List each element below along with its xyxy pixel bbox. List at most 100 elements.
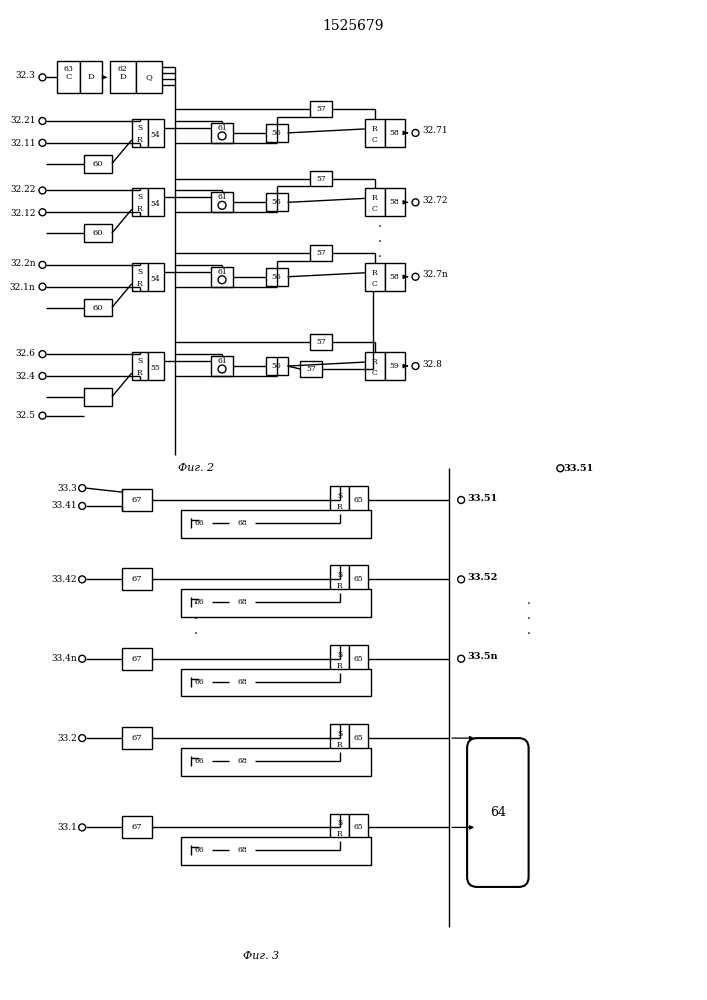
Text: R: R [372,358,378,366]
Text: 54: 54 [151,200,160,208]
Text: 60: 60 [93,304,103,312]
Text: S: S [137,357,142,365]
Text: R: R [137,205,143,213]
Text: 66: 66 [194,598,204,606]
Bar [229,842,255,858]
Text: D: D [119,73,127,81]
Bar [229,674,255,689]
Text: 54: 54 [151,131,160,139]
Bar [182,510,371,538]
Text: 65: 65 [354,734,363,742]
Bar [182,837,371,865]
Bar [310,101,332,117]
Text: 33.52: 33.52 [467,573,498,582]
Bar [310,245,332,261]
Text: S: S [337,571,342,579]
Text: ·
·
·: · · · [527,598,530,641]
Text: R: R [372,125,378,133]
Text: R: R [137,369,143,377]
Text: S: S [337,730,342,738]
Text: 58: 58 [390,129,399,137]
Text: Фиг. 2: Фиг. 2 [178,463,214,473]
Bar [187,674,212,689]
Bar [122,727,151,749]
Text: 33.41: 33.41 [52,501,77,510]
Bar [349,814,368,841]
Text: 32.12: 32.12 [10,209,35,218]
Bar [349,486,368,514]
Bar [266,193,288,211]
Bar [310,334,332,350]
Text: R: R [372,194,378,202]
Text: Q: Q [145,73,152,81]
Text: 61: 61 [217,357,227,365]
Bar [132,119,148,147]
Bar [84,388,112,406]
Bar [84,155,112,173]
FancyBboxPatch shape [467,738,529,887]
Text: 61: 61 [217,193,227,201]
Text: 58: 58 [390,273,399,281]
Text: 67: 67 [132,575,142,583]
Bar [122,489,151,511]
Bar [330,486,349,514]
Text: 33.51: 33.51 [563,464,594,473]
Text: 33.4n: 33.4n [52,654,77,663]
Bar [365,119,385,147]
Bar [330,565,349,593]
Text: 60: 60 [93,229,103,237]
Bar [132,188,148,216]
Text: C: C [372,205,378,213]
Bar [330,645,349,673]
Text: S: S [337,819,342,827]
Text: 66: 66 [194,678,204,686]
Text: 68: 68 [237,846,247,854]
Bar [330,724,349,752]
Bar [385,263,404,291]
Bar [182,589,371,617]
Bar [365,188,385,216]
Text: 57: 57 [316,105,326,113]
Bar [187,515,212,531]
Text: 68: 68 [237,598,247,606]
Text: D: D [88,73,94,81]
Text: 54: 54 [151,275,160,283]
Text: 33.51: 33.51 [467,494,497,503]
Text: 67: 67 [132,496,142,504]
Bar [211,192,233,212]
Text: 32.21: 32.21 [10,116,35,125]
Bar [132,263,148,291]
Bar [385,119,404,147]
Text: R: R [137,136,143,144]
Bar [80,61,102,93]
Text: 68: 68 [237,757,247,765]
Text: 33.5n: 33.5n [467,652,498,661]
Text: 58: 58 [390,198,399,206]
Text: 33.3: 33.3 [57,484,77,493]
Text: 66: 66 [194,519,204,527]
Text: S: S [337,492,342,500]
Text: 61: 61 [217,268,227,276]
Bar [148,188,163,216]
Bar [136,61,161,93]
Bar [187,842,212,858]
Bar [182,748,371,776]
Bar [187,753,212,769]
Bar [148,352,163,380]
Text: 32.71: 32.71 [423,126,448,135]
Text: S: S [137,268,142,276]
Text: 64: 64 [490,806,506,819]
Text: C: C [372,280,378,288]
Text: 32.5: 32.5 [16,411,35,420]
Text: 67: 67 [132,734,142,742]
Text: 67: 67 [132,655,142,663]
Text: 63: 63 [64,65,74,73]
Text: S: S [137,193,142,201]
Text: 33.1: 33.1 [57,823,77,832]
Text: R: R [337,582,342,590]
Bar [266,124,288,142]
Text: S: S [137,124,142,132]
Text: R: R [372,269,378,277]
Text: 65: 65 [354,655,363,663]
Bar [84,299,112,316]
